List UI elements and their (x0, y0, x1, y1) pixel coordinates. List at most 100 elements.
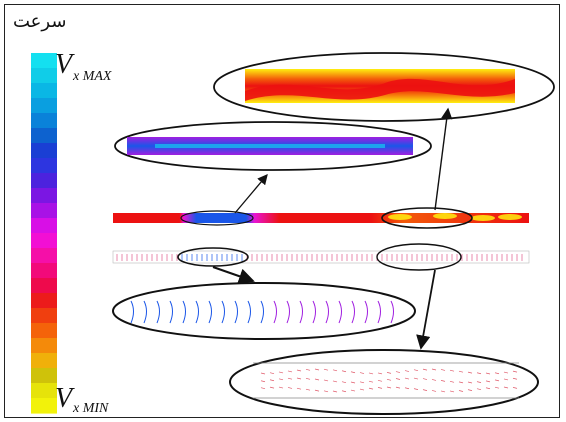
highlight-ellipse-right-bottom (376, 243, 462, 271)
zoom-vector-dash (413, 369, 419, 372)
zoom-vector-dash (485, 380, 491, 383)
zoom-vector-arrow (286, 300, 290, 324)
zoom-vector-dash (296, 377, 302, 380)
zoom-vector-arrow (351, 300, 355, 324)
zoom-vector-arrow (247, 300, 251, 324)
legend-color-band (31, 353, 57, 369)
zoom-vector-dash (476, 388, 482, 391)
legend-color-band (31, 278, 57, 294)
zoom-vector-dash (359, 388, 365, 391)
zoom-vector-dash (314, 378, 320, 381)
legend-color-band (31, 113, 57, 129)
legend-color-band (31, 203, 57, 219)
zoom-vector-dash (503, 386, 509, 389)
zoom-vector-dash (269, 386, 275, 389)
zoom-vector-dash (422, 368, 428, 371)
zoom-hot-core (245, 78, 515, 101)
legend-color-band (31, 98, 57, 114)
legend-color-band (31, 293, 57, 309)
legend-color-band (31, 128, 57, 144)
arrow-to-hot-zoom (434, 107, 453, 211)
legend-max-symbol: V (55, 49, 73, 80)
legend-color-band (31, 218, 57, 234)
zoom-vector-dash (431, 390, 437, 392)
zoom-vector-arrow (156, 300, 160, 324)
arrow-to-blue-zoom (234, 174, 268, 214)
zoom-vector-arrow (195, 300, 199, 324)
zoom-vector-dash (449, 369, 455, 372)
zoom-vector-dash (440, 380, 446, 382)
arrow-to-left-vector-zoom (212, 266, 255, 284)
zoom-vector-dash (341, 381, 347, 384)
zoom-vector-dash (422, 389, 428, 391)
zoom-vector-dash (512, 377, 518, 380)
zoom-vector-dash (287, 377, 293, 380)
zoom-vector-dash (341, 390, 347, 393)
zoom-vector-arrow (338, 300, 342, 324)
velocity-contour-strip (113, 213, 529, 223)
zoom-vector-dash (287, 387, 293, 389)
zoom-vector-dash (503, 371, 509, 374)
zoom-vector-dash (260, 372, 266, 375)
zoom-vector-dash (413, 377, 419, 380)
zoom-vector-dash (323, 379, 329, 382)
zoom-vector-dash (386, 372, 392, 374)
legend-color-band (31, 323, 57, 339)
zoom-vector-dash (305, 377, 311, 380)
zoom-vector-arrow (364, 300, 368, 324)
zoom-vector-dash (332, 380, 338, 383)
zoom-vector-dash (341, 370, 347, 373)
zoom-vector-dash (512, 370, 518, 373)
zoom-vector-arrow (377, 300, 381, 324)
zoom-vector-dash (422, 378, 428, 380)
zoom-vector-dash (404, 370, 410, 372)
zoom-vector-dash (413, 388, 419, 390)
zoom-vector-dash (368, 387, 374, 390)
zoom-vector-dash (467, 381, 473, 384)
zoom-vector-dash (458, 381, 464, 384)
legend-min-symbol: V (55, 383, 73, 414)
zoom-vector-dash (449, 380, 455, 383)
zoom-vector-dash (467, 389, 473, 391)
zoom-vector-dash (332, 390, 338, 393)
zoom-vector-dash (377, 372, 383, 375)
zoom-vector-arrow (182, 300, 186, 324)
strip-hot-spot (433, 213, 457, 219)
zoom-vector-dash (494, 379, 500, 382)
zoom-vector-dash (386, 386, 392, 389)
legend-color-band (31, 143, 57, 159)
legend-color-band (31, 173, 57, 189)
zoom-vector-dash (305, 388, 311, 391)
zoom-ellipse-vectors-left (112, 282, 416, 340)
legend-color-band (31, 248, 57, 264)
legend-color-band (31, 338, 57, 354)
legend-color-band (31, 383, 57, 399)
zoom-vector-dash (395, 386, 401, 389)
zoom-vector-arrow (390, 300, 394, 324)
zoom-vector-dash (485, 372, 491, 375)
zoom-vector-dash (323, 368, 329, 371)
zoom-vector-dash (386, 378, 392, 381)
strip-hot-spot (388, 214, 412, 220)
zoom-vector-dash (368, 372, 374, 375)
zoom-vector-dash (440, 369, 446, 371)
zoom-vector-dash (314, 368, 320, 371)
zoom-vector-dash (350, 389, 356, 392)
zoom-vector-dash (404, 387, 410, 390)
zoom-vector-dash (260, 387, 266, 389)
zoom-vector-dash (296, 387, 302, 390)
zoom-vector-arrow (325, 300, 329, 324)
zoom-vector-arrow (143, 300, 147, 324)
legend-color-band (31, 188, 57, 204)
zoom-vector-dash (485, 387, 491, 390)
legend-title: سرعت (13, 11, 67, 32)
legend-color-band (31, 158, 57, 174)
strip-hot-spot (471, 215, 495, 221)
velocity-vector-strip (112, 250, 530, 264)
zoom-vector-dash (296, 369, 302, 372)
zoom-vector-dash (431, 379, 437, 381)
zoom-vector-dash (278, 386, 284, 389)
highlight-ellipse-left-bottom (177, 247, 249, 267)
diagram-canvas (31, 52, 555, 415)
zoom-vector-dash (395, 371, 401, 373)
